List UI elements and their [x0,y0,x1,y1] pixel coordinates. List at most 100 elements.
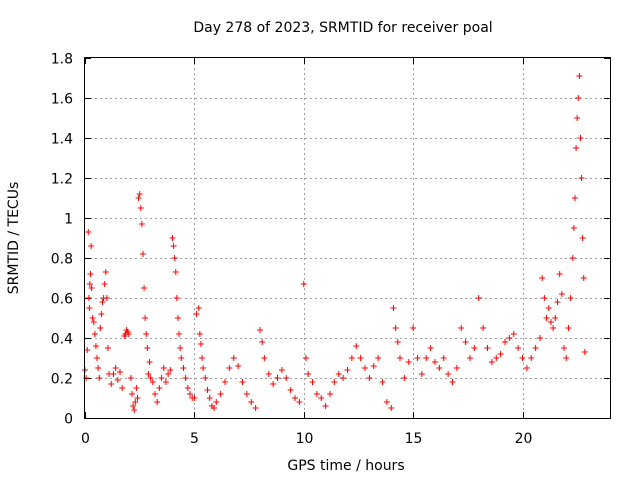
data-point [410,325,417,331]
chart-title: Day 278 of 2023, SRMTID for receiver poa… [193,20,492,36]
data-point [458,325,465,331]
data-point [182,375,189,381]
data-point [99,299,106,305]
data-point [278,367,285,373]
data-point [427,345,434,351]
data-point [543,315,550,321]
data-point [556,271,563,277]
data-point [248,399,255,405]
data-point [94,355,101,361]
data-point [178,355,185,361]
data-point [569,255,576,261]
data-point [226,365,233,371]
data-point [414,355,421,361]
data-point [574,115,581,121]
data-point [265,371,272,377]
data-point [497,351,504,357]
data-point [561,345,568,351]
data-point [484,345,491,351]
data-point [305,371,312,377]
data-points [82,73,588,413]
data-point [152,391,158,397]
data-point [235,363,242,369]
data-point [180,365,187,371]
data-point [353,343,360,349]
data-point [515,345,522,351]
y-tick-label: 1.6 [51,92,73,108]
data-point [506,335,513,341]
data-point [257,327,263,333]
data-point [162,379,169,385]
data-point [110,371,117,377]
data-point [199,355,206,361]
data-point [174,315,181,321]
data-point [197,341,204,347]
data-point [335,371,342,377]
data-point [132,399,139,405]
data-point [104,345,111,351]
data-point [366,375,373,381]
data-point [195,305,202,311]
data-point [202,375,209,381]
data-point [112,365,119,371]
y-tick-label: 1.8 [51,52,73,68]
data-point [129,391,136,397]
y-tick-label: 0.4 [51,332,73,348]
data-point [449,379,456,385]
data-point [552,315,559,321]
data-point [196,331,203,337]
data-point [493,355,500,361]
data-point [142,315,149,321]
x-tick-label: 15 [405,431,423,447]
data-point [313,391,320,397]
data-point [300,281,307,287]
data-point [388,405,395,411]
data-point [287,387,294,393]
data-point [580,275,587,281]
data-point [156,385,163,391]
data-point [362,365,368,371]
data-point [169,235,176,241]
data-point [139,251,146,257]
data-point [576,73,583,79]
data-point [475,295,482,301]
data-point [239,379,246,385]
data-point [97,325,104,331]
data-point [230,355,237,361]
data-point [131,407,138,413]
data-point [579,235,586,241]
data-point [88,243,95,249]
data-point [213,399,220,405]
data-point [95,365,102,371]
data-point [322,403,329,409]
data-point [154,399,161,405]
data-point [193,311,200,317]
data-point [519,355,526,361]
data-point [88,285,95,291]
data-point [563,355,570,361]
data-point [147,375,154,381]
data-point [392,325,399,331]
x-tick-label: 0 [81,431,90,447]
data-point [572,195,578,201]
data-point [102,269,109,275]
data-point [103,295,110,301]
data-point [84,347,91,353]
data-point [545,305,552,311]
data-point [488,359,495,365]
data-point [98,311,105,317]
data-point [554,299,561,305]
data-point [405,359,412,365]
data-point [108,381,115,387]
data-point [173,295,180,301]
y-tick-label: 0.6 [51,292,73,308]
data-point [114,377,121,383]
data-point [379,379,386,385]
data-point [200,365,207,371]
data-point [176,331,183,337]
data-point [211,405,218,411]
data-point [567,295,574,301]
data-point [327,391,333,397]
data-point [274,375,281,381]
data-point [89,315,96,321]
